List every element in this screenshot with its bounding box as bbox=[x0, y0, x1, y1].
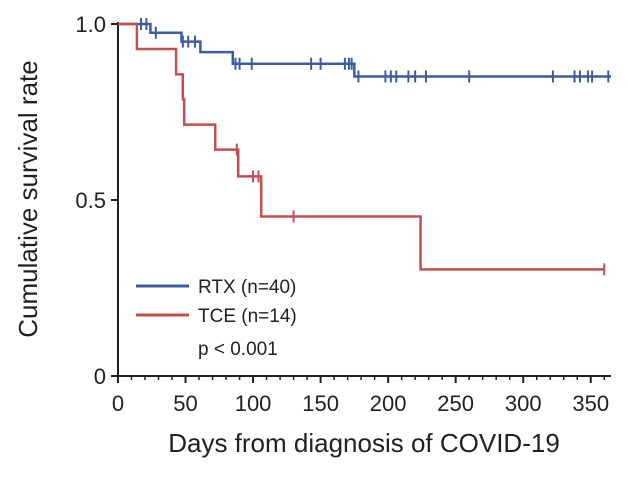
rtx-survival-line bbox=[118, 22, 611, 78]
x-tick-label: 300 bbox=[505, 391, 542, 416]
tce-survival-line bbox=[118, 22, 605, 271]
y-axis-title: Cumulative survival rate bbox=[13, 60, 43, 337]
y-tick-label: 0 bbox=[94, 364, 106, 389]
x-tick-label: 50 bbox=[173, 391, 197, 416]
y-tick-label: 0.5 bbox=[75, 188, 106, 213]
censor-marks bbox=[139, 18, 610, 276]
x-tick-label: 0 bbox=[112, 391, 124, 416]
y-ticks: 0 0.5 1.0 bbox=[75, 12, 118, 389]
legend: RTX (n=40) TCE (n=14) p < 0.001 bbox=[136, 277, 297, 360]
legend-label-rtx: RTX (n=40) bbox=[198, 277, 296, 298]
axes bbox=[117, 22, 611, 377]
legend-label-tce: TCE (n=14) bbox=[198, 306, 297, 327]
x-axis-title: Days from diagnosis of COVID-19 bbox=[168, 428, 560, 458]
x-tick-label: 100 bbox=[235, 391, 272, 416]
x-tick-label: 150 bbox=[302, 391, 339, 416]
series-lines bbox=[118, 22, 611, 271]
x-tick-label: 250 bbox=[437, 391, 474, 416]
p-value-annotation: p < 0.001 bbox=[198, 339, 278, 360]
x-tick-label: 350 bbox=[572, 391, 609, 416]
x-ticks: 0 50 100 150 200 250 300 350 bbox=[112, 376, 609, 416]
y-tick-label: 1.0 bbox=[75, 12, 106, 37]
x-tick-label: 200 bbox=[370, 391, 407, 416]
